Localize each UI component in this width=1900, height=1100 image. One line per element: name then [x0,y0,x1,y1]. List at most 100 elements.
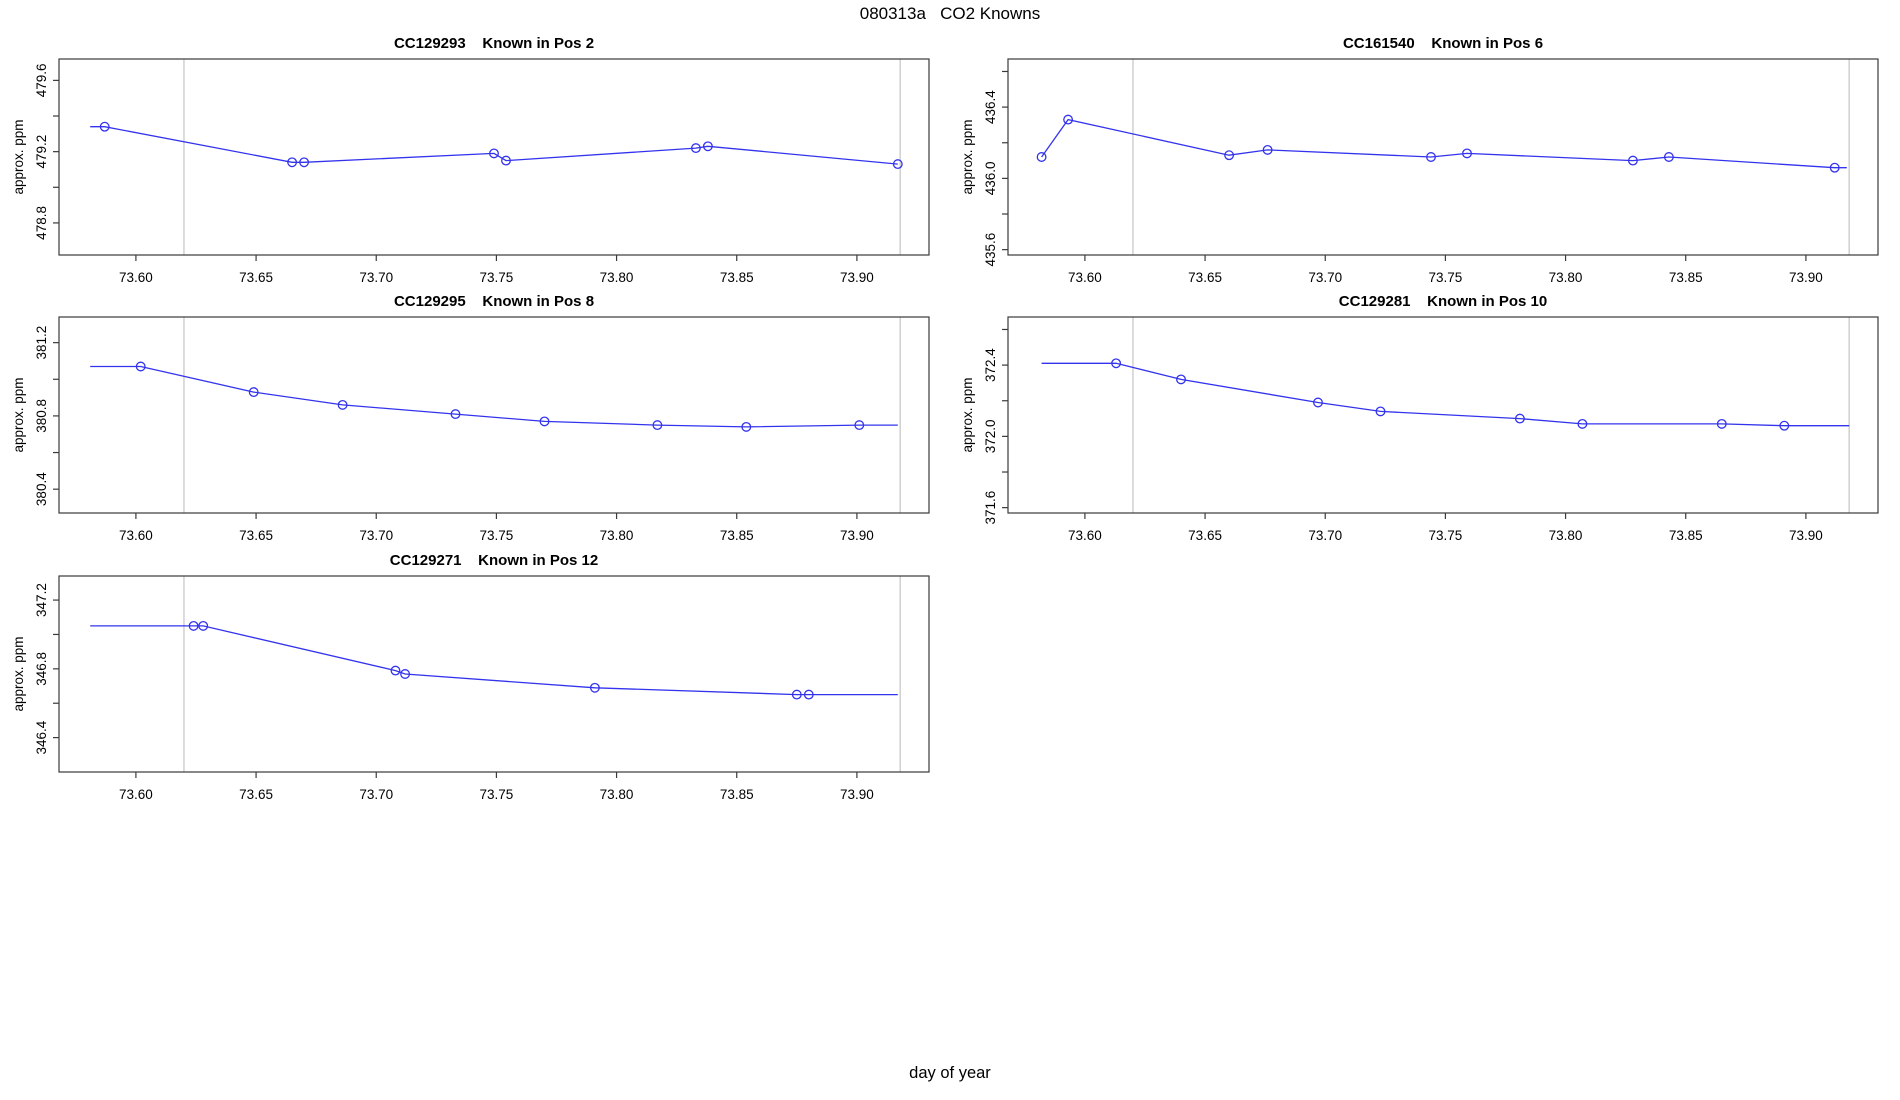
data-point [188,620,199,631]
data-point [803,689,814,700]
subplot-CC129281: CC129281 Known in Pos 10 73.60 73.65 73.70 7… [960,293,1879,543]
data-point [1779,420,1790,431]
data-point [198,620,209,631]
x-tick-label: 73.75 [1429,528,1463,543]
data-point [450,409,461,420]
plot-box [1007,316,1879,514]
data-line [1041,118,1847,169]
data-point [287,157,298,168]
data-point [652,420,663,431]
y-axis-label: approx. ppm [11,377,26,452]
x-tick-label: 73.90 [1789,270,1823,285]
data-point [791,689,802,700]
data-line [1041,362,1850,427]
data-point [1663,152,1674,162]
x-tick-label: 73.60 [119,270,153,285]
data-point [1375,406,1386,417]
subplot-title: CC129271 Known in Pos 12 [390,552,598,569]
data-point [489,148,499,159]
y-tick-label: 479.2 [34,135,49,169]
x-tick-label: 73.85 [1669,270,1703,285]
y-axis-label: approx. ppm [960,119,975,194]
x-tick-label: 73.60 [119,528,153,543]
data-point [400,669,411,679]
y-tick-label: 347.2 [34,583,49,617]
data-line [90,365,898,428]
x-tick-label: 73.75 [480,787,514,802]
plot-box [58,58,930,256]
y-tick-label: 436.4 [983,90,998,124]
x-tick-label: 73.75 [1429,270,1463,285]
x-tick-label: 73.80 [600,270,634,285]
x-tick-label: 73.60 [1068,528,1102,543]
subplot-title: CC129295 Known in Pos 8 [394,293,594,310]
subplot-title: CC161540 Known in Pos 6 [1343,35,1543,52]
data-point [1111,358,1122,369]
x-tick-label: 73.85 [720,270,754,285]
x-tick-label: 73.85 [720,528,754,543]
data-point [1627,155,1638,166]
data-point [390,665,401,676]
subplot-title: CC129293 Known in Pos 2 [394,35,594,52]
y-axis-label: approx. ppm [11,119,26,194]
data-point [135,361,146,372]
x-tick-label: 73.60 [119,787,153,802]
data-point [501,155,511,166]
y-tick-label: 380.8 [34,399,49,433]
x-tick-label: 73.70 [359,528,393,543]
data-point [299,157,310,168]
data-point [337,399,348,410]
data-point [1313,397,1323,408]
y-tick-label: 380.4 [34,472,49,506]
data-point [690,143,701,154]
data-line [90,126,898,165]
x-tick-label: 73.85 [720,787,754,802]
data-point [539,416,550,427]
y-tick-label: 479.6 [34,63,49,97]
data-point [1426,152,1436,162]
plot-box [58,316,930,514]
x-tick-label: 73.65 [239,528,273,543]
data-point [702,141,713,152]
x-tick-label: 73.65 [239,787,273,802]
x-tick-label: 73.75 [480,270,514,285]
plot-box [58,575,930,773]
data-point [1176,374,1186,385]
data-point [1829,162,1840,173]
x-tick-label: 73.90 [1789,528,1823,543]
x-tick-label: 73.90 [840,787,874,802]
data-point [892,159,903,170]
y-tick-label: 478.8 [34,206,49,240]
data-line [90,625,898,696]
y-tick-label: 371.6 [983,491,998,525]
x-tick-label: 73.70 [359,787,393,802]
figure-title: 080313a CO2 Knowns [859,4,1041,23]
plot-box [1007,58,1879,256]
y-tick-label: 372.4 [983,348,998,382]
y-axis-label: approx. ppm [960,377,975,452]
y-tick-label: 381.2 [34,326,49,360]
data-point [99,121,110,132]
x-tick-label: 73.85 [1669,528,1703,543]
data-point [854,420,865,431]
x-tick-label: 73.65 [1188,270,1222,285]
data-point [1462,148,1472,159]
x-tick-label: 73.90 [840,270,874,285]
y-tick-label: 346.4 [34,720,49,754]
data-point [1063,114,1074,125]
x-tick-label: 73.70 [1308,528,1342,543]
x-tick-label: 73.60 [1068,270,1102,285]
data-point [589,682,600,693]
subplot-CC129271: CC129271 Known in Pos 12 73.60 73.65 73.70 7… [11,552,930,802]
data-point [1224,150,1235,161]
x-axis-label: day of year [909,1064,991,1082]
data-point [1262,144,1273,155]
x-tick-label: 73.80 [600,528,634,543]
x-tick-label: 73.65 [1188,528,1222,543]
subplot-CC129295: CC129295 Known in Pos 8 73.60 73.65 73.70 73… [11,293,930,543]
subplot-CC129293: CC129293 Known in Pos 2 73.60 73.65 73.70 73… [11,35,930,285]
x-tick-label: 73.70 [359,270,393,285]
subplot-CC161540: CC161540 Known in Pos 6 73.60 73.65 73.70 73… [960,35,1879,285]
x-tick-label: 73.80 [1549,270,1583,285]
